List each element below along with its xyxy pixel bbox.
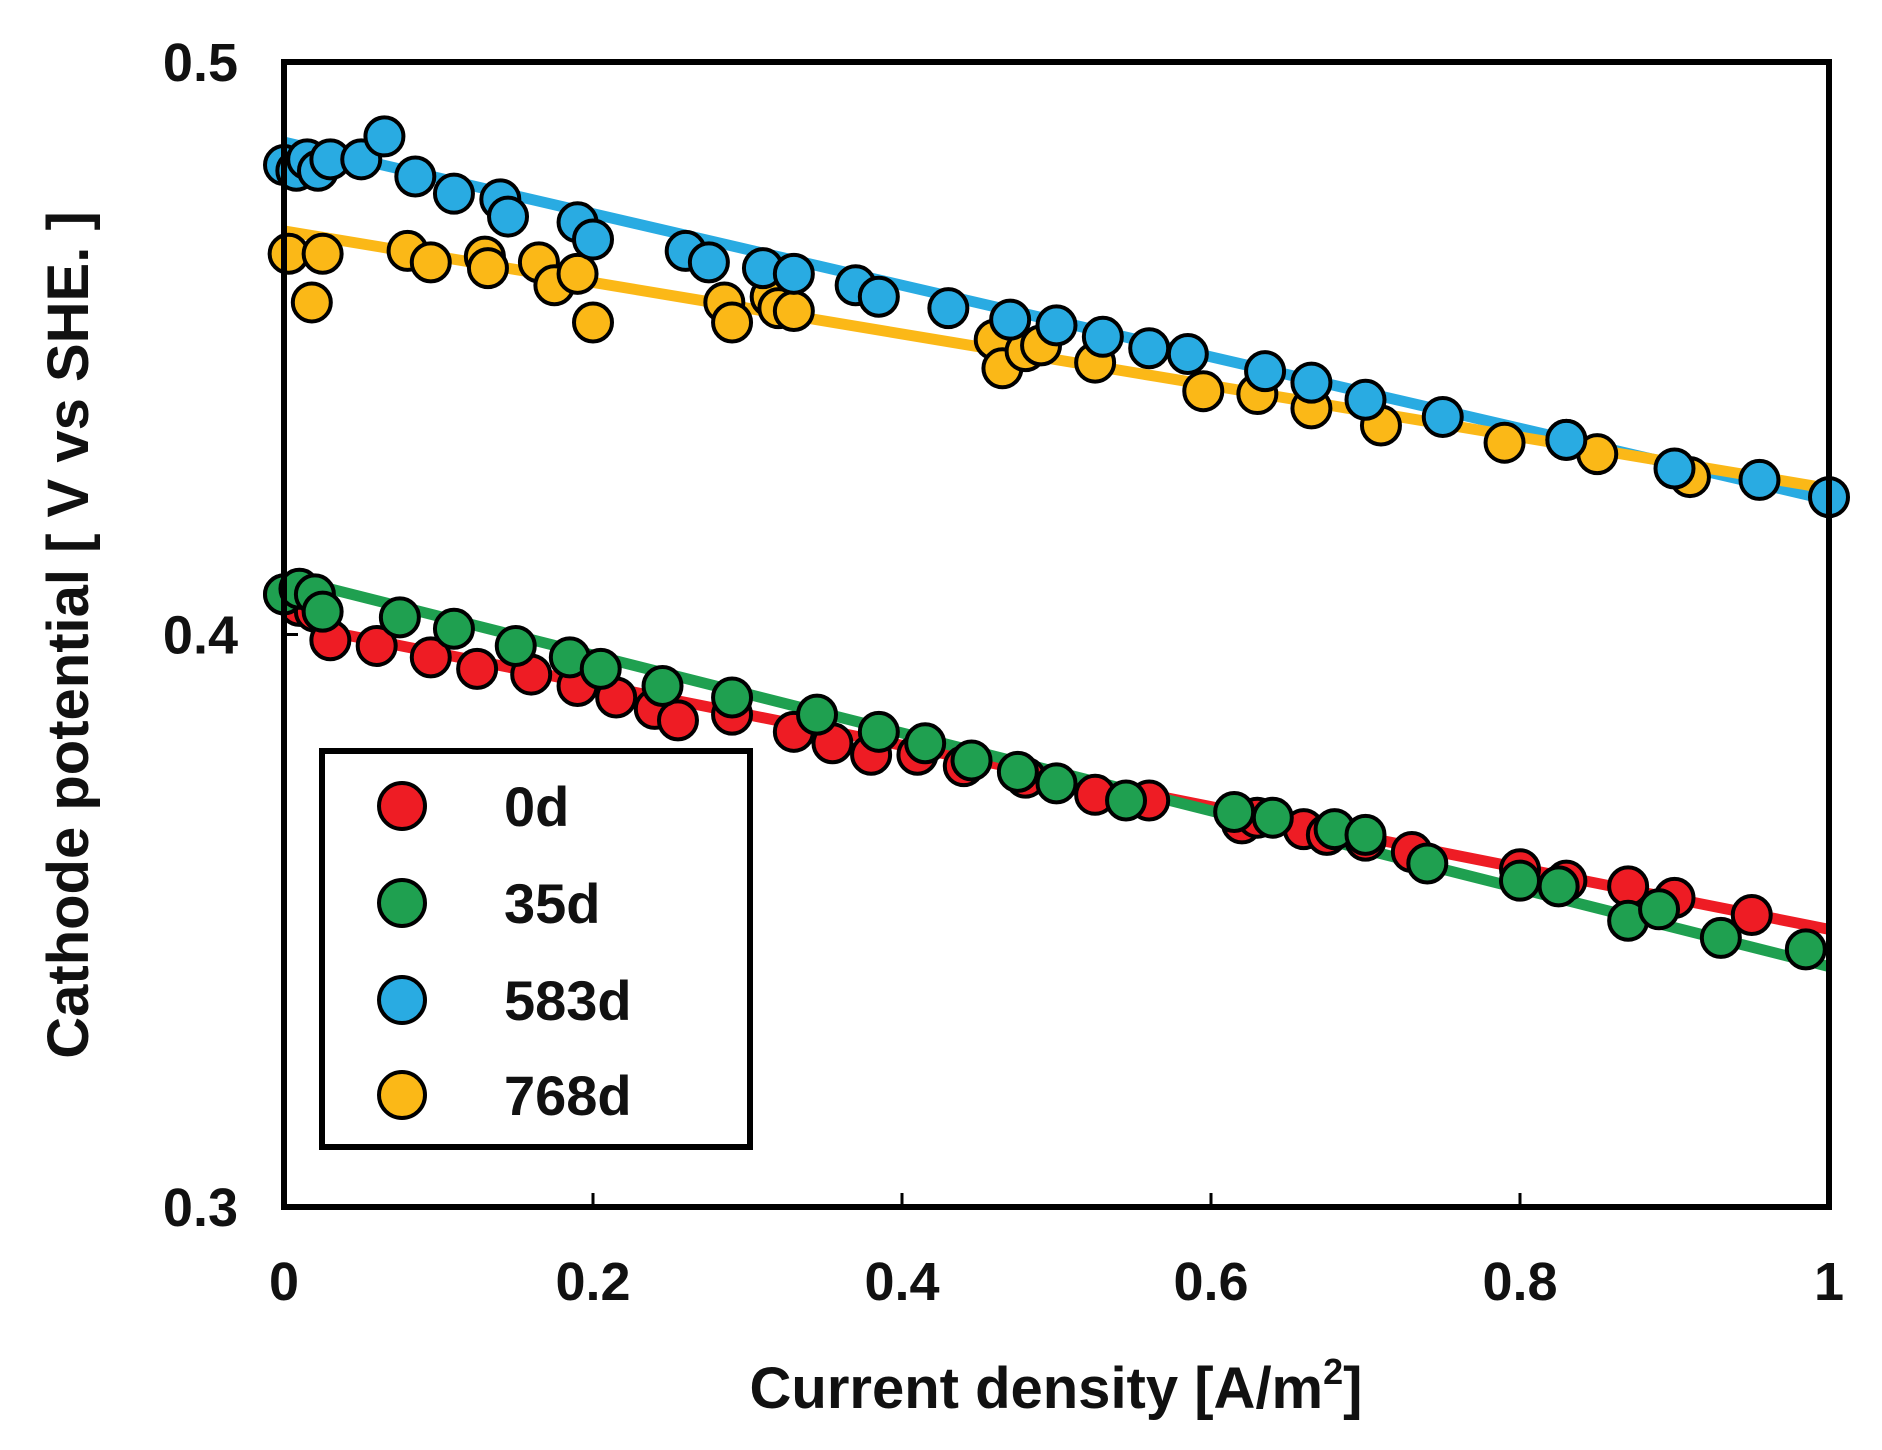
- point-768d: [409, 241, 452, 284]
- point-35d: [301, 590, 344, 633]
- point-583d: [927, 287, 970, 330]
- y-tick-label: 0.4: [163, 606, 238, 666]
- point-0d: [355, 624, 398, 667]
- point-35d: [1699, 916, 1742, 959]
- point-583d: [1545, 418, 1588, 461]
- point-35d: [1499, 859, 1541, 902]
- point-35d: [641, 665, 684, 708]
- legend-label-768d: 768d: [504, 1064, 632, 1127]
- point-583d: [394, 155, 437, 198]
- point-35d: [494, 624, 537, 667]
- point-583d: [1653, 447, 1696, 490]
- point-35d: [1784, 928, 1827, 971]
- point-0d: [1730, 894, 1773, 937]
- point-768d: [290, 281, 333, 324]
- point-583d: [572, 218, 614, 261]
- y-tick-label: 0.3: [163, 1178, 238, 1238]
- legend-label-0d: 0d: [504, 775, 569, 838]
- point-768d: [772, 290, 815, 333]
- point-583d: [1421, 395, 1464, 438]
- point-768d: [301, 232, 344, 275]
- point-583d: [772, 252, 815, 295]
- point-35d: [579, 647, 622, 690]
- point-35d: [378, 596, 421, 639]
- legend-marker-0d: [377, 781, 427, 831]
- y-tick-label: 0.5: [163, 33, 238, 93]
- x-tick-label: 0.4: [864, 1252, 939, 1312]
- point-768d: [711, 301, 754, 344]
- point-768d: [1182, 370, 1225, 413]
- point-35d: [1638, 888, 1681, 931]
- point-35d: [996, 750, 1039, 793]
- point-35d: [1213, 790, 1256, 833]
- point-583d: [989, 298, 1032, 341]
- point-35d: [950, 739, 993, 782]
- point-583d: [1244, 350, 1287, 393]
- legend-marker-583d: [377, 975, 427, 1025]
- x-axis-title-superscript: 2: [1323, 1351, 1343, 1392]
- x-tick-label: 0.6: [1173, 1252, 1248, 1312]
- data-points: [263, 115, 1850, 971]
- point-35d: [796, 693, 839, 736]
- point-583d: [1344, 378, 1387, 421]
- point-768d: [556, 252, 599, 295]
- point-583d: [363, 115, 406, 158]
- point-0d: [456, 647, 499, 690]
- point-768d: [1483, 421, 1526, 464]
- point-583d: [1035, 304, 1078, 347]
- point-768d: [466, 247, 509, 290]
- point-583d: [1166, 332, 1209, 375]
- point-35d: [711, 676, 754, 719]
- axis-ticks: 0 0.2 0.4 0.6 0.8 1 0.3 0.4 0.5: [163, 33, 1844, 1312]
- legend: 0d 35d 583d 768d: [319, 748, 753, 1150]
- legend-label-35d: 35d: [504, 872, 601, 935]
- legend-marker-35d: [377, 878, 427, 928]
- point-583d: [1738, 458, 1781, 501]
- point-768d: [572, 301, 614, 344]
- y-axis-title: Cathode potential [ V vs SHE. ]: [36, 211, 101, 1059]
- x-axis-title: Current density [A/m2]: [750, 1351, 1363, 1421]
- legend-label-583d: 583d: [504, 969, 632, 1032]
- point-583d: [687, 241, 730, 284]
- point-583d: [432, 172, 475, 215]
- point-35d: [1406, 842, 1449, 885]
- x-axis-title-main: Current density [A/m: [750, 1356, 1324, 1421]
- point-35d: [1105, 779, 1148, 822]
- point-35d: [1251, 796, 1294, 839]
- point-35d: [432, 607, 475, 650]
- point-35d: [1344, 813, 1387, 856]
- x-tick-label: 0: [269, 1252, 299, 1312]
- point-35d: [1537, 865, 1580, 908]
- x-axis-title-suffix: ]: [1343, 1356, 1362, 1421]
- point-583d: [1081, 315, 1124, 358]
- x-tick-label: 0.8: [1482, 1252, 1557, 1312]
- point-0d: [656, 699, 699, 742]
- point-35d: [904, 722, 947, 765]
- point-583d: [1128, 327, 1171, 370]
- legend-marker-768d: [377, 1070, 427, 1120]
- point-583d: [487, 195, 530, 238]
- point-583d: [857, 275, 900, 318]
- point-583d: [1290, 361, 1333, 404]
- point-35d: [857, 710, 900, 753]
- x-tick-label: 0.2: [555, 1252, 630, 1312]
- point-0d: [409, 636, 452, 679]
- point-35d: [1035, 762, 1078, 805]
- x-tick-label: 1: [1814, 1252, 1844, 1312]
